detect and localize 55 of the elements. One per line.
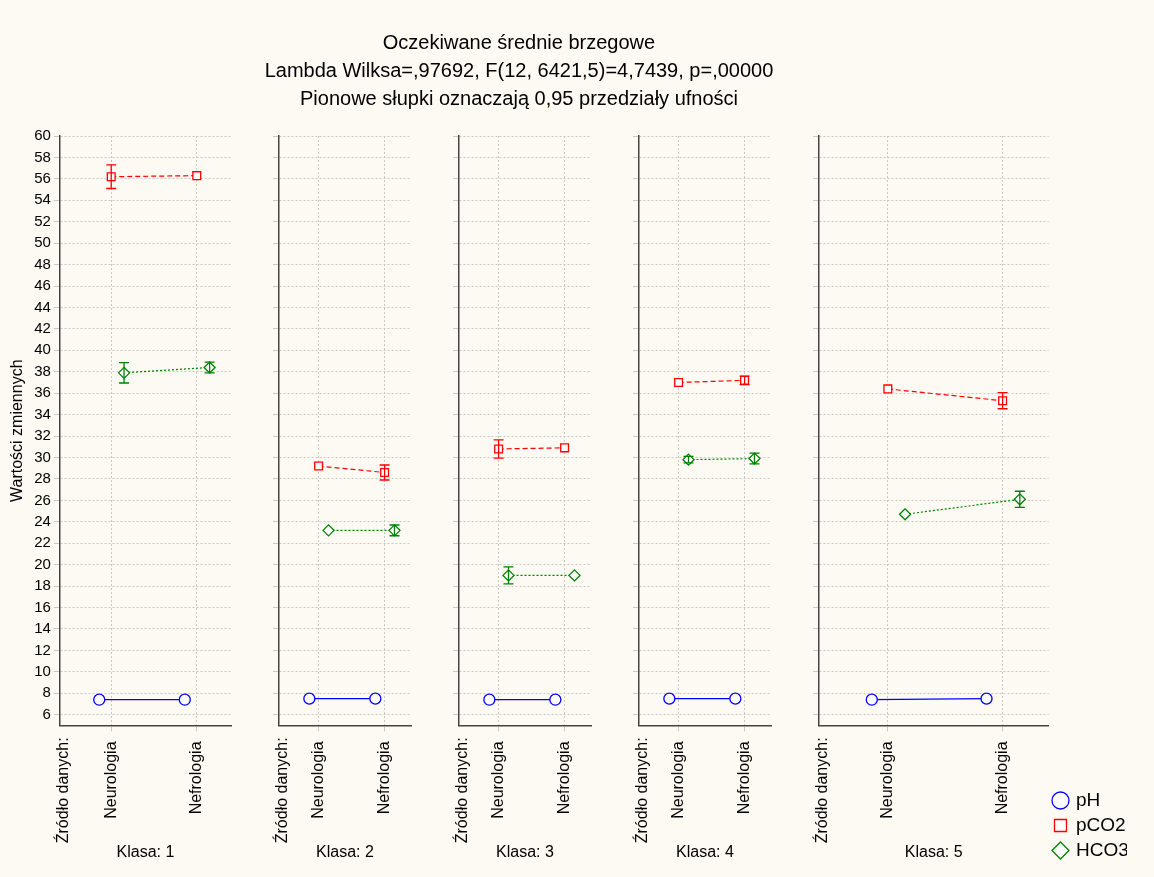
y-tick-label: 10 bbox=[34, 661, 51, 679]
y-tick-label: 36 bbox=[34, 383, 51, 401]
text: Pionowe słupki oznaczają 0,95 przedziały ufności bbox=[299, 86, 739, 111]
y-tick-label: 28 bbox=[34, 469, 51, 487]
x-tick-label: Neurologia bbox=[669, 741, 687, 819]
y-tick-label: 50 bbox=[34, 233, 51, 251]
x-tick-label: Nefrologia bbox=[735, 741, 753, 815]
legend-label: pCO2 bbox=[1076, 813, 1126, 835]
y-tick-label: 30 bbox=[34, 447, 51, 465]
text: Źródło danych: bbox=[632, 737, 651, 844]
x-tick-label: Nefrologia bbox=[187, 741, 205, 815]
y-tick-label: 46 bbox=[34, 276, 51, 294]
y-tick-label: 26 bbox=[34, 490, 51, 508]
chart-subtitle: Lambda Wilksa=,97692, F(12, 6421,5)=4,7439, p=,00000 bbox=[263, 58, 775, 83]
y-tick-label: 42 bbox=[34, 319, 51, 337]
y-tick-label: 58 bbox=[34, 147, 51, 165]
y-tick-label: 44 bbox=[34, 297, 51, 315]
x-tick-label: Neurologia bbox=[309, 741, 327, 819]
x-axis-title: Klasa: 3 bbox=[496, 842, 555, 860]
x-tick-label: Neurologia bbox=[101, 741, 119, 819]
chart-title: Oczekiwane średnie brzegowe bbox=[381, 30, 657, 55]
x-tick-label: Nefrologia bbox=[375, 741, 393, 815]
y-tick-label: 48 bbox=[34, 254, 51, 272]
y-tick-label: 34 bbox=[34, 404, 51, 422]
y-tick-label: 60 bbox=[34, 126, 51, 144]
y-tick-label: 8 bbox=[42, 683, 51, 701]
text: Źródło danych: bbox=[272, 737, 291, 844]
y-tick-label: 20 bbox=[34, 554, 51, 572]
y-tick-label: 18 bbox=[34, 576, 51, 594]
y-tick-label: 40 bbox=[34, 340, 51, 358]
y-axis-title: Wartości zmiennych bbox=[8, 359, 26, 502]
y-tick-label: 22 bbox=[34, 533, 51, 551]
y-tick-label: 14 bbox=[34, 619, 51, 637]
y-tick-label: 54 bbox=[34, 190, 51, 208]
x-tick-label: Neurologia bbox=[878, 741, 896, 819]
x-tick-label: Nefrologia bbox=[993, 741, 1011, 815]
y-tick-label: 12 bbox=[34, 640, 51, 658]
text: Źródło danych: bbox=[452, 737, 471, 844]
y-tick-label: 32 bbox=[34, 426, 51, 444]
x-axis-title: Klasa: 1 bbox=[116, 842, 175, 860]
y-tick-label: 6 bbox=[42, 704, 51, 722]
text: Źródło danych: bbox=[812, 737, 831, 844]
x-axis-title: Klasa: 4 bbox=[676, 842, 735, 860]
y-tick-label: 56 bbox=[34, 169, 51, 187]
y-tick-label: 38 bbox=[34, 361, 51, 379]
x-tick-label: Nefrologia bbox=[555, 741, 573, 815]
y-tick-label: 52 bbox=[34, 211, 51, 229]
x-axis-title: Klasa: 2 bbox=[316, 842, 375, 860]
y-tick-label: 24 bbox=[34, 511, 51, 529]
x-tick-label: Neurologia bbox=[489, 741, 507, 819]
text: Źródło danych: bbox=[53, 737, 72, 844]
legend-label: pH bbox=[1076, 788, 1101, 810]
x-axis-title: Klasa: 5 bbox=[904, 842, 963, 860]
y-tick-label: 16 bbox=[34, 597, 51, 615]
legend-label: HCO3 bbox=[1076, 838, 1129, 860]
